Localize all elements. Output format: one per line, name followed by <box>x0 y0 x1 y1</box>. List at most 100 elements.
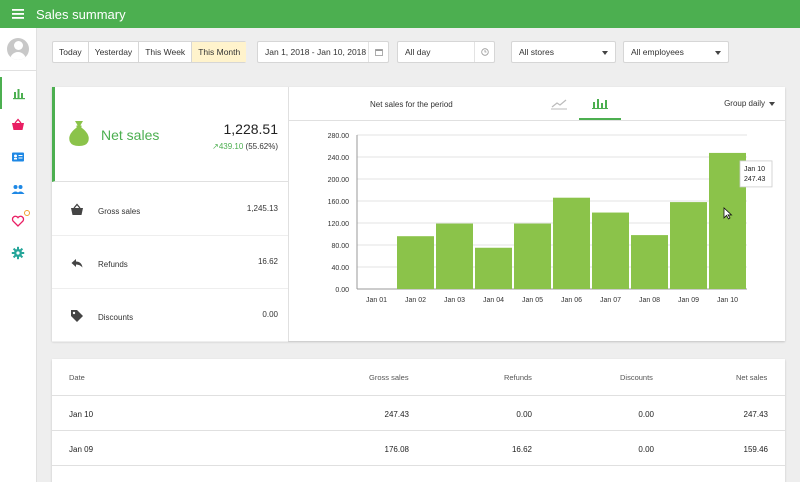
x-tick-label: Jan 06 <box>561 297 582 304</box>
metric-value: 16.62 <box>257 257 278 266</box>
y-tick-label: 280.00 <box>328 133 350 140</box>
bar-chart-icon <box>592 98 608 109</box>
y-tick-label: 240.00 <box>328 155 350 162</box>
chevron-down-icon <box>602 51 608 55</box>
metric-discounts[interactable]: Discounts 0.00 <box>52 289 288 342</box>
sales-bar-chart: 0.00 40.00 80.00 120.00 160.00 200.00 240.00 28… <box>328 133 773 304</box>
employee-dropdown[interactable]: All employees <box>623 41 729 63</box>
clock-icon <box>474 42 494 62</box>
group-by-dropdown[interactable]: Group daily <box>724 99 775 108</box>
net-sales-value: 1,228.51 <box>223 121 279 137</box>
nav-items[interactable] <box>0 141 36 173</box>
nav-settings[interactable] <box>0 237 36 269</box>
money-bag-icon <box>69 121 89 146</box>
y-tick-label: 0.00 <box>335 287 349 294</box>
x-tick-label: Jan 10 <box>717 297 738 304</box>
tag-icon <box>71 310 83 322</box>
bar-chart-toggle[interactable] <box>579 87 621 120</box>
hamburger-icon <box>12 9 24 19</box>
chevron-down-icon <box>769 102 775 106</box>
cell-net-sales: 159.46 <box>743 445 768 454</box>
badge-dot <box>24 210 30 216</box>
bar-jan-08 <box>631 235 668 289</box>
x-tick-label: Jan 08 <box>639 297 660 304</box>
table-row[interactable]: Jan 10 247.43 0.00 0.00 247.43 <box>52 395 785 430</box>
line-chart-toggle[interactable] <box>538 87 580 120</box>
store-value: All stores <box>519 47 554 57</box>
time-picker[interactable]: All day <box>397 41 495 63</box>
chart-title: Net sales for the period <box>370 100 453 109</box>
x-tick-label: Jan 01 <box>366 297 387 304</box>
cell-date: Jan 10 <box>69 410 94 419</box>
column-header-net-sales[interactable]: Net sales <box>736 373 768 382</box>
metric-label: Gross sales <box>98 207 141 216</box>
summary-card: Net sales 1,228.51 ↗439.10 (55.62%) Gros… <box>52 87 785 342</box>
net-sales-change-amount: 439.10 <box>218 142 244 151</box>
time-value: All day <box>405 47 431 57</box>
column-header-gross-sales[interactable]: Gross sales <box>369 373 409 382</box>
tooltip-date: Jan 10 <box>744 166 765 173</box>
date-range-picker[interactable]: Jan 1, 2018 - Jan 10, 2018 <box>257 41 389 63</box>
reply-icon <box>71 259 83 268</box>
bar-jan-05 <box>514 223 551 289</box>
chart-header: Net sales for the period Group daily <box>289 87 785 121</box>
bar-jan-02 <box>397 236 434 289</box>
avatar[interactable] <box>7 38 29 60</box>
bar-jan-06 <box>553 197 590 289</box>
cell-discounts: 0.00 <box>638 445 654 454</box>
people-icon <box>11 185 25 194</box>
app-bar: Sales summary <box>0 0 800 28</box>
tooltip-box <box>739 160 773 188</box>
chart-area: 0.00 40.00 80.00 120.00 160.00 200.00 240.00 28… <box>289 121 785 341</box>
cell-gross-sales: 176.08 <box>384 445 409 454</box>
metric-gross-sales[interactable]: Gross sales 1,245.13 <box>52 183 288 236</box>
metric-label: Discounts <box>98 313 134 322</box>
sidebar <box>0 28 37 482</box>
table-row-partial <box>52 465 785 482</box>
table-row[interactable]: Jan 09 176.08 16.62 0.00 159.46 <box>52 430 785 465</box>
date-range-value: Jan 1, 2018 - Jan 10, 2018 <box>265 47 367 57</box>
x-tick-label: Jan 02 <box>405 297 426 304</box>
user-avatar-area[interactable] <box>0 28 36 71</box>
menu-button[interactable] <box>0 0 36 28</box>
period-today-button[interactable]: Today <box>53 42 89 62</box>
store-dropdown[interactable]: All stores <box>511 41 616 63</box>
bar-jan-04 <box>475 247 512 289</box>
metric-refunds[interactable]: Refunds 16.62 <box>52 236 288 289</box>
column-header-discounts[interactable]: Discounts <box>620 373 653 382</box>
sales-table: Date Gross sales Refunds Discounts Net s… <box>52 359 785 482</box>
nav-employees[interactable] <box>0 173 36 205</box>
cell-refunds: 16.62 <box>511 445 532 454</box>
bar-jan-03 <box>436 223 473 289</box>
net-sales-panel[interactable]: Net sales 1,228.51 ↗439.10 (55.62%) <box>52 87 288 182</box>
net-sales-change: ↗439.10 (55.62%) <box>212 142 278 151</box>
line-chart-icon <box>551 99 567 109</box>
app-title: Sales summary <box>36 6 126 22</box>
nav-customers[interactable] <box>0 205 36 237</box>
period-this-month-button[interactable]: This Month <box>192 42 247 62</box>
x-tick-label: Jan 03 <box>444 297 465 304</box>
y-tick-label: 200.00 <box>328 177 350 184</box>
bar-chart-icon <box>13 89 25 100</box>
period-this-week-button[interactable]: This Week <box>139 42 193 62</box>
nav-sales[interactable] <box>0 109 36 141</box>
heart-icon <box>11 215 25 227</box>
period-yesterday-button[interactable]: Yesterday <box>89 42 140 62</box>
cell-refunds: 0.00 <box>516 410 532 419</box>
employee-value: All employees <box>631 47 684 57</box>
y-tick-label: 40.00 <box>331 265 349 272</box>
y-tick-label: 120.00 <box>328 221 350 228</box>
nav-reports[interactable] <box>0 77 36 109</box>
net-sales-label: Net sales <box>101 127 160 143</box>
bar-jan-07 <box>592 212 629 289</box>
chevron-down-icon <box>715 51 721 55</box>
column-header-date[interactable]: Date <box>69 373 85 382</box>
gear-icon <box>11 246 25 260</box>
cell-date: Jan 09 <box>69 445 94 454</box>
cell-net-sales: 247.43 <box>743 410 768 419</box>
x-tick-label: Jan 05 <box>522 297 543 304</box>
y-tick-label: 160.00 <box>328 199 350 206</box>
column-header-refunds[interactable]: Refunds <box>504 373 532 382</box>
mouse-cursor-icon <box>723 206 733 220</box>
basket-icon <box>71 203 83 215</box>
